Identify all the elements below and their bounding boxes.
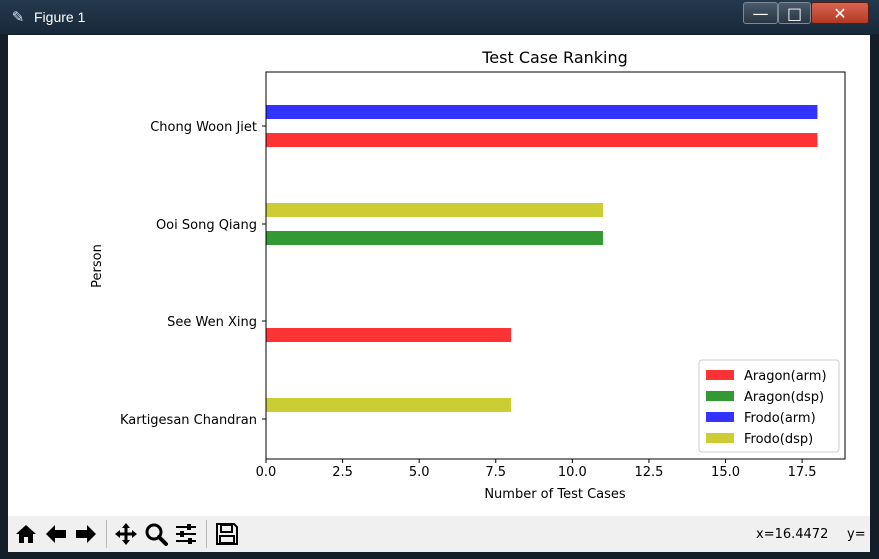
legend-label: Aragon(arm) — [744, 369, 827, 384]
minimize-icon: — — [752, 4, 769, 23]
legend-swatch — [706, 391, 734, 401]
chart: 0.0 2.5 5.0 7.5 10.0 12.5 15.0 17.5 Kartigesan … — [90, 48, 846, 502]
bars-layer — [266, 105, 818, 412]
x-tick-label: 10.0 — [558, 465, 587, 480]
legend: Aragon(arm) Aragon(dsp) Frodo(arm) Frodo(ds… — [698, 359, 840, 453]
home-icon — [16, 525, 36, 543]
y-coordinate-readout: y= — [847, 527, 866, 542]
x-tick-label: 17.5 — [788, 465, 817, 480]
plot-frame — [265, 71, 846, 460]
close-button[interactable]: ✕ — [811, 2, 869, 24]
back-button[interactable] — [42, 520, 70, 548]
bar — [266, 231, 603, 245]
zoom-icon — [145, 523, 168, 546]
zoom-button[interactable] — [142, 520, 170, 548]
navigation-toolbar: x=16.4472 y= — [8, 516, 870, 552]
save-button[interactable] — [213, 520, 241, 548]
configure-subplots-button[interactable] — [172, 520, 200, 548]
chart-title: Test Case Ranking — [481, 48, 628, 67]
y-axis: Kartigesan Chandran See Wen Xing Ooi Song … — [120, 120, 266, 428]
pan-button[interactable] — [112, 520, 140, 548]
minimize-button[interactable]: — — [743, 2, 778, 24]
y-tick-label: Kartigesan Chandran — [120, 413, 257, 428]
home-button[interactable] — [12, 520, 40, 548]
x-axis: 0.0 2.5 5.0 7.5 10.0 12.5 15.0 17.5 — [256, 459, 817, 480]
toolbar-separator — [206, 520, 207, 548]
legend-label: Aragon(dsp) — [744, 390, 824, 405]
bar — [266, 398, 512, 412]
back-arrow-icon — [46, 525, 66, 543]
legend-swatch — [706, 370, 734, 380]
legend-label: Frodo(dsp) — [744, 432, 813, 447]
x-tick-label: 5.0 — [409, 465, 430, 480]
legend-label: Frodo(arm) — [744, 411, 816, 426]
x-tick-label: 15.0 — [711, 465, 740, 480]
x-tick-label: 12.5 — [634, 465, 663, 480]
x-tick-label: 2.5 — [332, 465, 353, 480]
title-bar[interactable]: ✎ Figure 1 — □ ✕ — [0, 0, 879, 34]
forward-arrow-icon — [76, 525, 96, 543]
y-tick-label: Chong Woon Jiet — [150, 120, 257, 135]
pan-icon — [115, 523, 137, 545]
y-tick-label: Ooi Song Qiang — [156, 218, 257, 233]
x-tick-label: 7.5 — [485, 465, 506, 480]
x-axis-label: Number of Test Cases — [484, 487, 626, 502]
legend-frame — [698, 359, 840, 453]
window-title: Figure 1 — [34, 9, 86, 25]
maximize-button[interactable]: □ — [778, 2, 811, 24]
maximize-icon: □ — [786, 4, 803, 23]
configure-subplots-icon — [176, 524, 196, 544]
bar — [266, 133, 818, 147]
y-axis-label: Person — [90, 244, 105, 288]
bar — [266, 203, 603, 217]
x-tick-label: 0.0 — [256, 465, 277, 480]
x-coordinate-readout: x=16.4472 — [756, 527, 829, 542]
figure-canvas[interactable]: 0.0 2.5 5.0 7.5 10.0 12.5 15.0 17.5 Kartigesan … — [8, 35, 870, 516]
y-tick-label: See Wen Xing — [167, 315, 257, 330]
legend-swatch — [706, 433, 734, 443]
legend-swatch — [706, 412, 734, 422]
bar — [266, 328, 512, 342]
save-icon — [216, 523, 238, 545]
forward-button[interactable] — [72, 520, 100, 548]
toolbar-separator — [106, 520, 107, 548]
close-icon: ✕ — [833, 4, 847, 23]
feather-icon: ✎ — [11, 8, 25, 26]
bar — [266, 105, 818, 119]
